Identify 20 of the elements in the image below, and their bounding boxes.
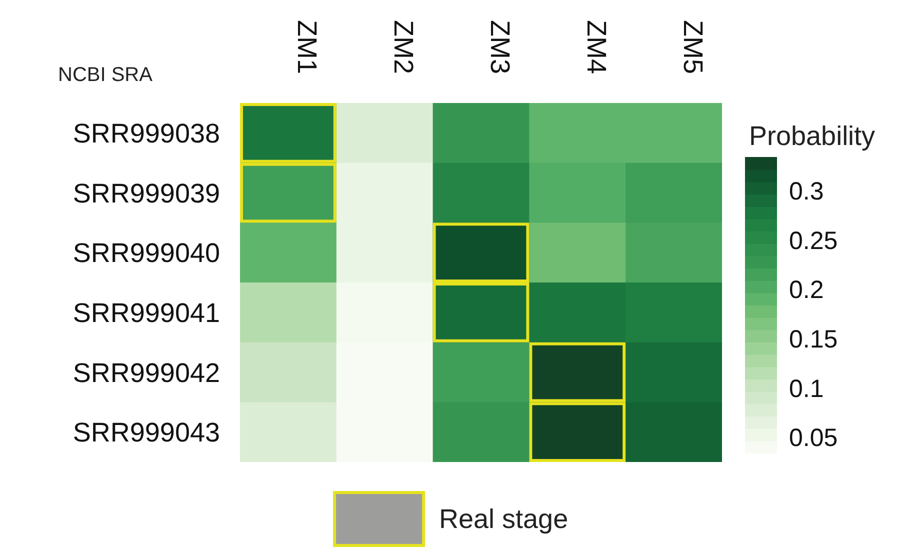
color-bar-label: 0.3 (789, 178, 824, 206)
color-bar-label: 0.15 (789, 326, 838, 354)
y-tick-label: SRR999041 (72, 298, 220, 328)
x-tick-label: ZM3 (485, 20, 515, 74)
x-tick-label: ZM4 (581, 20, 612, 74)
text: Real stage (439, 504, 568, 534)
color-bar-label: 0.1 (789, 374, 824, 403)
color-bar-label: 0.05 (789, 424, 838, 452)
y-tick-label: SRR999043 (72, 418, 220, 448)
color-bar-title: Probability (749, 121, 876, 151)
color-bar-label: 0.2 (789, 276, 824, 304)
y-tick-label: SRR999038 (72, 118, 220, 148)
x-tick-label: ZM5 (678, 20, 708, 74)
y-tick-label: SRR999040 (72, 238, 220, 268)
color-bar-label: 0.25 (789, 226, 838, 255)
y-tick-label: SRR999039 (72, 178, 220, 208)
y-tick-label: SRR999042 (72, 358, 220, 388)
x-tick-label: ZM2 (388, 20, 419, 74)
y-axis-title: NCBI SRA (58, 64, 152, 87)
x-tick-label: ZM1 (292, 20, 322, 74)
